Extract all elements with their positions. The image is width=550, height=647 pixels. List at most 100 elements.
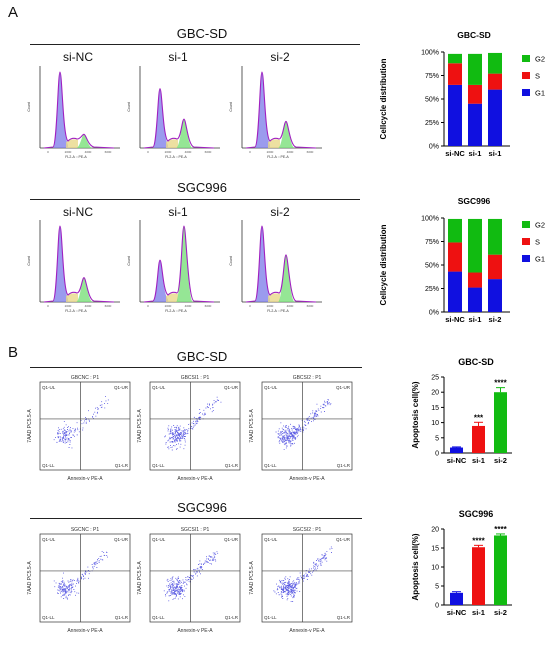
flow-x-label: Annexin-v PE-A: [177, 476, 213, 482]
significance-stars: ***: [474, 413, 484, 422]
bar-segment-s: [468, 84, 482, 104]
flow-cytometry-plot: GBCSI1 : P1 Q1-UL Q1-UR Q1-LL Q1-LR Annexin-v…: [137, 375, 241, 482]
s-phase-area: [166, 139, 178, 148]
gate-label: SGCSI1 : P1: [181, 527, 210, 533]
legend-swatch: [522, 238, 530, 245]
s-phase-area: [66, 139, 78, 148]
bar-segment-s: [468, 272, 482, 288]
g1-peak-area: [153, 88, 168, 148]
quadrant-label-ll: Q1-LL: [152, 463, 165, 468]
y-axis-label: Apoptosis cell(%): [411, 533, 420, 600]
bar-segment-g1: [488, 89, 502, 146]
chart-title: GBC-SD: [457, 30, 491, 40]
flow-y-label: 7AAD PC5.5-A: [137, 409, 143, 443]
quadrant-label-ul: Q1-UL: [152, 537, 166, 542]
stacked-bar-chart: SGC996 Cellcycle distribution 0% 25% 50% 75% 1…: [379, 196, 545, 324]
flow-x-label: Annexin-v PE-A: [177, 628, 213, 634]
g1-peak-area: [153, 260, 168, 302]
bar-segment-g1: [468, 287, 482, 312]
flow-y-label: 7AAD PC5.5-A: [137, 561, 143, 595]
panel-letter-a: A: [8, 4, 19, 21]
histogram-tick-label: 0: [47, 304, 49, 308]
legend-label: S: [535, 238, 540, 247]
x-tick-label: si-NC: [447, 608, 467, 617]
histogram-x-label: FL2-A :: PE-A: [65, 155, 87, 159]
plot-frame: [149, 381, 241, 471]
bar-segment-g2: [468, 53, 482, 85]
histogram-tick-label: 6000: [105, 304, 112, 308]
chart-title: SGC996: [458, 196, 491, 206]
chart-title: GBC-SD: [458, 357, 494, 367]
histogram-tick-label: 6000: [307, 150, 314, 154]
flow-cytometry-plot: GBCSI2 : P1 Q1-UL Q1-UR Q1-LL Q1-LR Annexin-v…: [249, 375, 353, 482]
legend-label: G2: [535, 221, 545, 230]
histogram-x-label: FL2-A :: PE-A: [165, 155, 187, 159]
histogram-tick-label: 6000: [205, 150, 212, 154]
panel-letter-b: B: [8, 344, 19, 361]
histogram-tick-label: 4000: [185, 150, 192, 154]
sample-label: si-NC: [63, 50, 93, 64]
quadrant-label-ur: Q1-UR: [114, 537, 129, 542]
quadrant-label-ur: Q1-UR: [336, 385, 351, 390]
histogram-tick-label: 0: [147, 304, 149, 308]
y-tick-label: 75%: [425, 239, 439, 246]
y-tick-label: 0: [435, 451, 439, 458]
y-tick-label: 10: [431, 565, 439, 572]
title-rule: [30, 518, 362, 519]
y-tick-label: 25%: [425, 286, 439, 293]
flow-y-label: 7AAD PC5.5-A: [249, 409, 255, 443]
bar: [472, 547, 485, 605]
bar-segment-s: [448, 63, 462, 85]
bar-segment-s: [488, 254, 502, 280]
sample-label: si-NC: [63, 205, 93, 219]
legend-label: G2: [535, 55, 545, 64]
histogram-outline: [43, 225, 115, 303]
cell-line-title-gbcsd-cycle: GBC-SD: [176, 26, 228, 41]
x-tick-label: si-1: [469, 315, 482, 324]
legend-label: S: [535, 72, 540, 81]
histogram-tick-label: 4000: [287, 304, 294, 308]
cell-line-title-sgc996-cycle: SGC996: [177, 180, 227, 195]
apoptosis-bar-chart: SGC996 Apoptosis cell(%) 0 5 10 15 20 si-NC ****…: [411, 509, 512, 617]
histogram-tick-label: 0: [249, 150, 251, 154]
flow-cytometry-plot: SGCSI1 : P1 Q1-UL Q1-UR Q1-LL Q1-LR Annexin-v…: [137, 527, 241, 634]
g2-peak-area: [76, 277, 93, 302]
y-tick-label: 25%: [425, 120, 439, 127]
g1-peak-area: [255, 72, 270, 148]
quadrant-label-ll: Q1-LL: [264, 615, 277, 620]
histogram-y-label: Count: [229, 256, 233, 265]
histogram-tick-label: 2000: [267, 150, 274, 154]
x-tick-label: si-NC: [445, 149, 465, 158]
g1-peak-area: [53, 226, 68, 302]
quadrant-label-lr: Q1-LR: [337, 463, 351, 468]
event-dots: [273, 546, 333, 602]
histogram-tick-label: 2000: [65, 150, 72, 154]
quadrant-label-ur: Q1-UR: [224, 537, 239, 542]
quadrant-label-lr: Q1-LR: [115, 615, 129, 620]
apoptosis-flow-plots: GBCNC : P1 Q1-UL Q1-UR Q1-LL Q1-LR Annexin-v …: [27, 375, 353, 634]
g2-peak-area: [278, 121, 295, 148]
x-tick-label: si-2: [489, 315, 502, 324]
s-phase-area: [66, 293, 78, 302]
quadrant-label-lr: Q1-LR: [115, 463, 129, 468]
y-tick-label: 100%: [421, 216, 439, 223]
histogram-outline: [43, 71, 115, 149]
significance-stars: ****: [494, 379, 507, 388]
histogram-tick-label: 4000: [85, 150, 92, 154]
histogram-outline: [143, 88, 215, 149]
x-tick-label: si-2: [494, 608, 507, 617]
histogram-tick-label: 2000: [267, 304, 274, 308]
event-dots: [53, 550, 108, 600]
y-tick-label: 15: [431, 546, 439, 553]
y-tick-label: 25: [431, 375, 439, 382]
y-tick-label: 5: [435, 584, 439, 591]
legend-swatch: [522, 221, 530, 228]
event-dots: [163, 551, 219, 602]
sample-label: si-2: [270, 205, 290, 219]
quadrant-label-lr: Q1-LR: [225, 615, 239, 620]
